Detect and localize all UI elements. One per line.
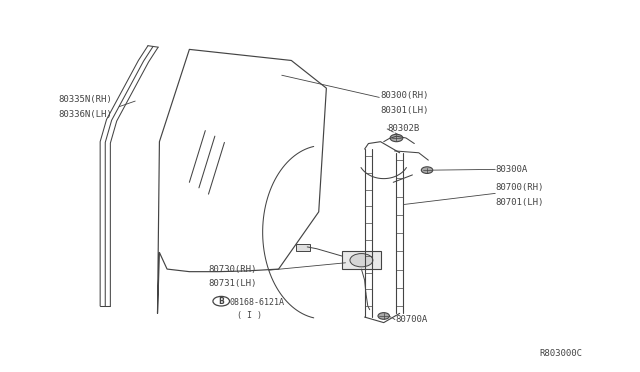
Bar [342, 251, 381, 269]
Bar [296, 244, 310, 251]
Text: 80335N(RH): 80335N(RH) [59, 95, 113, 104]
Circle shape [390, 134, 403, 142]
Circle shape [421, 167, 433, 173]
Text: 80300(RH): 80300(RH) [381, 91, 429, 100]
Text: 80700(RH): 80700(RH) [495, 183, 543, 192]
Text: 80302B: 80302B [387, 124, 419, 133]
Text: 80301(LH): 80301(LH) [381, 106, 429, 115]
Text: 80300A: 80300A [495, 165, 527, 174]
Circle shape [213, 296, 230, 306]
Text: 80730(RH): 80730(RH) [209, 264, 257, 273]
Text: R803000C: R803000C [540, 350, 583, 359]
Text: 80701(LH): 80701(LH) [495, 198, 543, 207]
Text: 08168-6121A: 08168-6121A [230, 298, 285, 307]
Text: B: B [218, 297, 224, 306]
Text: ( I ): ( I ) [237, 311, 262, 320]
Circle shape [378, 312, 390, 319]
Text: 80731(LH): 80731(LH) [209, 279, 257, 288]
Text: 80336N(LH): 80336N(LH) [59, 109, 113, 119]
Text: 80700A: 80700A [395, 315, 428, 324]
Circle shape [350, 254, 373, 267]
